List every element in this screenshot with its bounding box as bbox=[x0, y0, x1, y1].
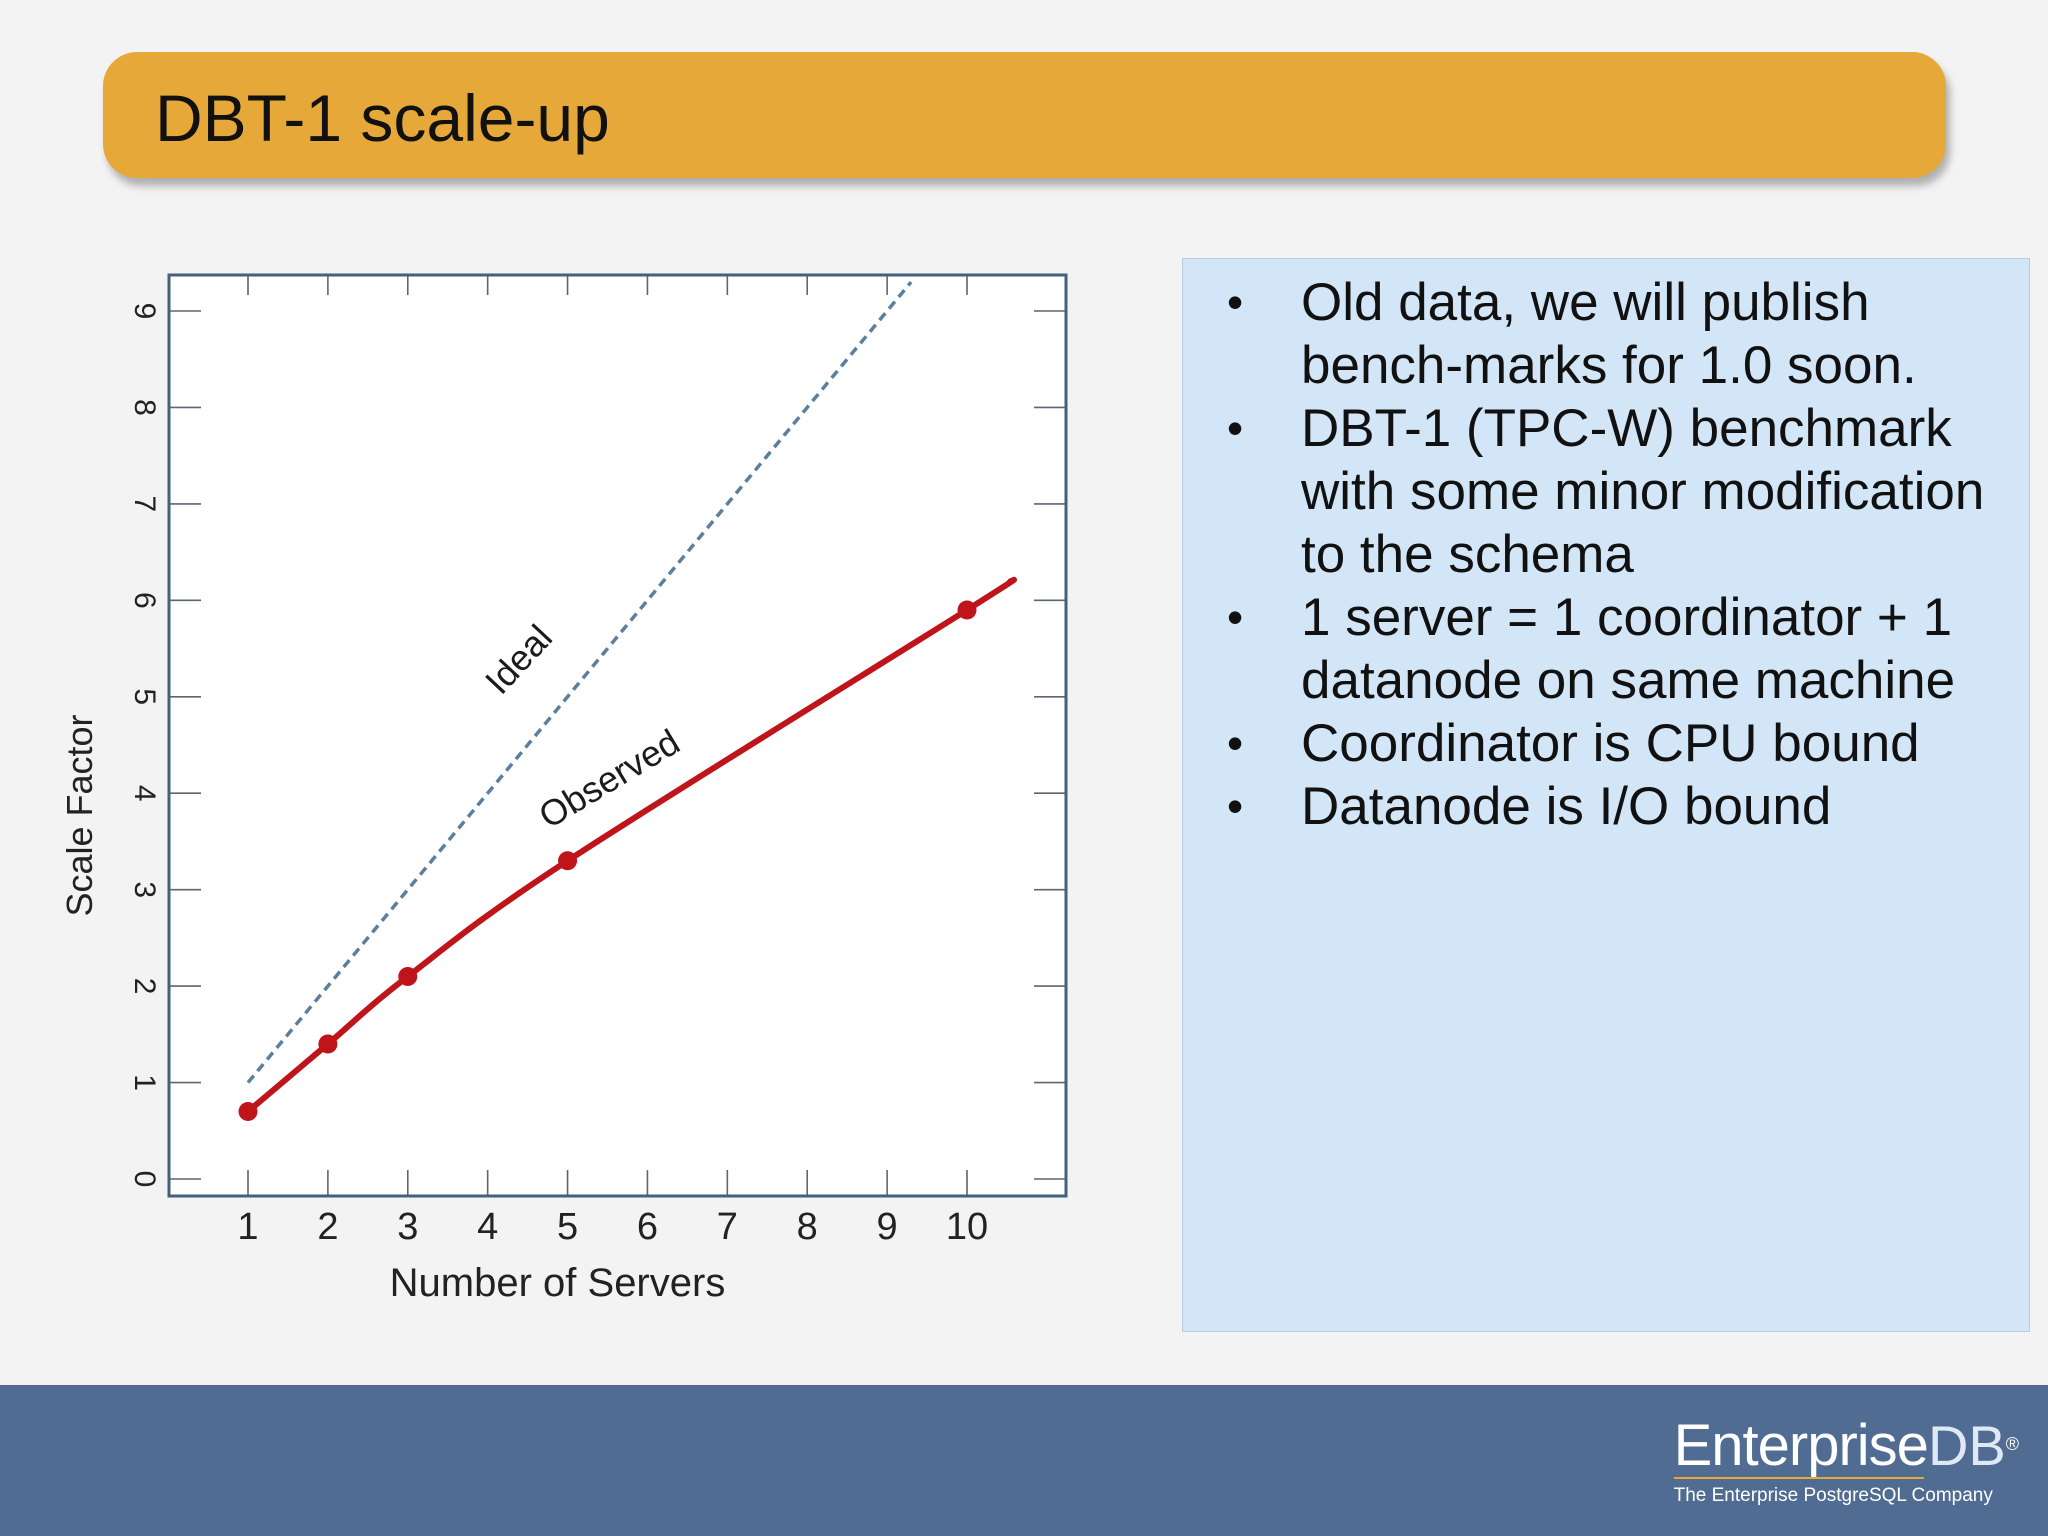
note-item: • Coordinator is CPU bound bbox=[1183, 712, 2009, 775]
footer-bar: EnterpriseDB® The Enterprise PostgreSQL … bbox=[0, 1385, 2048, 1536]
y-tick-label: 1 bbox=[128, 1074, 161, 1091]
x-tick-label: 5 bbox=[557, 1206, 578, 1248]
note-text: Datanode is I/O bound bbox=[1301, 777, 1832, 836]
y-axis-label: Scale Factor bbox=[60, 714, 100, 916]
notes-list: • Old data, we will publish bench-marks f… bbox=[1183, 259, 2029, 838]
bullet-icon: • bbox=[1227, 780, 1244, 832]
plot-frame bbox=[167, 273, 1068, 1198]
note-text: Old data, we will publish bench-marks fo… bbox=[1301, 273, 1917, 395]
enterprisedb-logo: EnterpriseDB® The Enterprise PostgreSQL … bbox=[1673, 1414, 2019, 1507]
scale-up-chart: 1 2 3 4 5 6 7 8 9 10 0 1 2 3 4 5 6 7 8 9 Ideal Observed Number… bbox=[60, 255, 1100, 1335]
note-item: • Old data, we will publish bench-marks f… bbox=[1183, 271, 2009, 397]
x-tick-label: 4 bbox=[477, 1206, 498, 1248]
x-tick-label: 6 bbox=[637, 1206, 658, 1248]
note-text: 1 server = 1 coordinator + 1 datanode on… bbox=[1301, 588, 1956, 710]
y-tick-label: 6 bbox=[128, 592, 161, 609]
plot-background bbox=[169, 275, 1066, 1196]
chart-svg: 1 2 3 4 5 6 7 8 9 100123456789IdealObservedNumber… bbox=[60, 273, 1068, 1305]
y-tick-label: 0 bbox=[128, 1171, 161, 1188]
logo-tagline: The Enterprise PostgreSQL Company bbox=[1673, 1485, 1993, 1506]
logo-registered-mark: ® bbox=[2005, 1434, 2019, 1454]
x-tick-label: 1 bbox=[237, 1206, 258, 1248]
bullet-icon: • bbox=[1227, 402, 1244, 454]
y-tick-label: 4 bbox=[128, 785, 161, 802]
logo-word: Enterprise bbox=[1673, 1413, 1929, 1478]
y-tick-label: 2 bbox=[128, 978, 161, 995]
note-text: DBT-1 (TPC-W) benchmark with some minor … bbox=[1301, 399, 1985, 584]
note-item: • 1 server = 1 coordinator + 1 datanode o… bbox=[1183, 586, 2009, 712]
x-tick-label: 2 bbox=[317, 1206, 338, 1248]
data-point bbox=[398, 966, 418, 986]
note-text: Coordinator is CPU bound bbox=[1301, 714, 1920, 773]
bullet-icon: • bbox=[1227, 276, 1244, 328]
x-tick-label: 9 bbox=[877, 1206, 898, 1248]
logo-rule bbox=[1673, 1477, 1924, 1479]
y-tick-label: 7 bbox=[128, 496, 161, 513]
logo-db: DB bbox=[1927, 1414, 2006, 1477]
x-axis-label: Number of Servers bbox=[390, 1261, 726, 1305]
data-point bbox=[318, 1034, 338, 1054]
logo-wordmark: EnterpriseDB® bbox=[1674, 1414, 2019, 1477]
y-tick-label: 9 bbox=[128, 303, 161, 320]
x-tick-label: 10 bbox=[946, 1206, 988, 1248]
note-item: • Datanode is I/O bound bbox=[1183, 775, 2009, 838]
series-line-ideal bbox=[246, 280, 913, 1084]
x-tick-label: 3 bbox=[397, 1206, 418, 1248]
bullet-icon: • bbox=[1227, 591, 1244, 643]
slide-title: DBT-1 scale-up bbox=[155, 81, 610, 155]
y-tick-label: 5 bbox=[128, 688, 161, 705]
data-point bbox=[957, 600, 977, 620]
x-tick-label: 7 bbox=[717, 1206, 738, 1248]
notes-panel: • Old data, we will publish bench-marks f… bbox=[1182, 258, 2030, 1332]
title-bar: DBT-1 scale-up bbox=[103, 52, 1946, 178]
note-item: • DBT-1 (TPC-W) benchmark with some minor… bbox=[1183, 397, 2009, 586]
bullet-icon: • bbox=[1227, 717, 1244, 769]
x-tick-label: 8 bbox=[797, 1206, 818, 1248]
data-point bbox=[238, 1101, 258, 1121]
y-tick-label: 8 bbox=[128, 399, 161, 416]
data-point bbox=[558, 851, 578, 871]
y-tick-label: 3 bbox=[128, 881, 161, 898]
